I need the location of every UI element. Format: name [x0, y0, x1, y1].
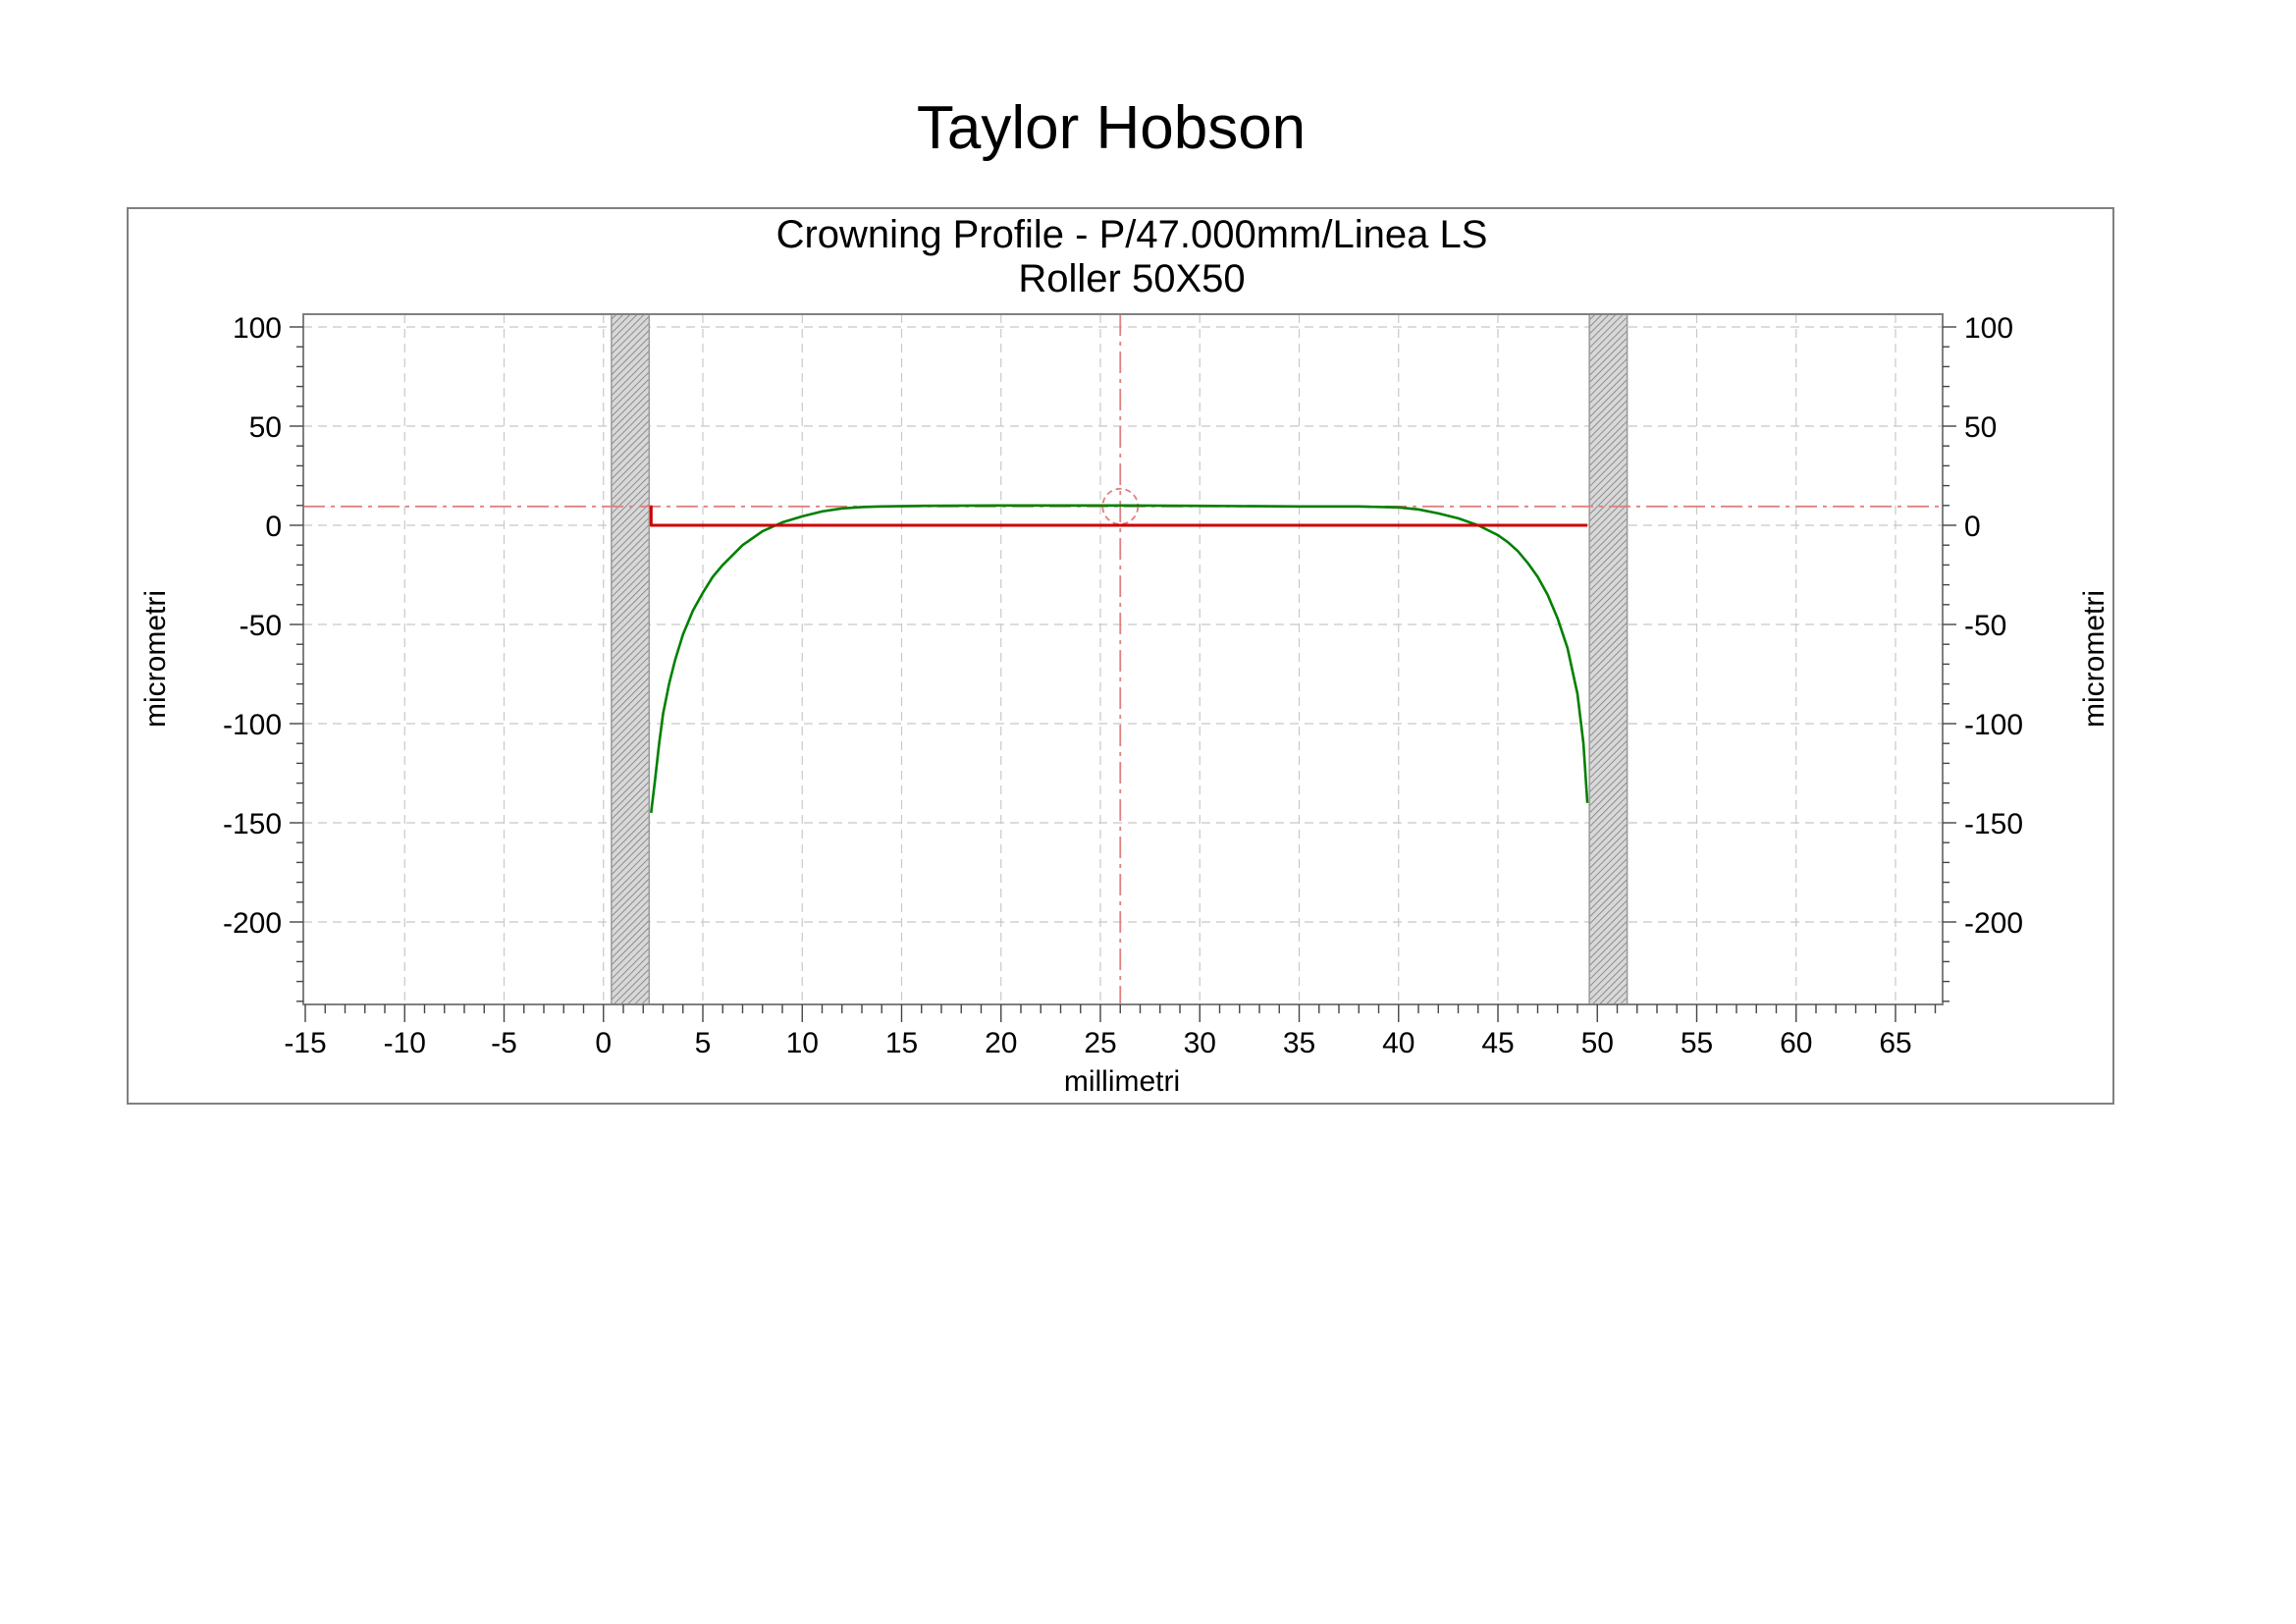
y-tick-label-right: -50 — [1964, 610, 2006, 642]
y-tick-label-left: 50 — [249, 411, 282, 444]
profile-line — [650, 504, 1589, 814]
x-tick-label: 35 — [1283, 1027, 1315, 1059]
x-tick-label: 50 — [1581, 1027, 1614, 1059]
y-axis-label-right: micrometri — [2078, 590, 2110, 728]
y-tick-label-right: 100 — [1964, 312, 2013, 345]
x-tick-label: 45 — [1481, 1027, 1514, 1059]
plot-area — [302, 313, 1944, 1005]
y-axis-label-left: micrometri — [139, 590, 172, 728]
x-axis-label: millimetri — [1064, 1065, 1180, 1098]
grid-lines — [303, 314, 1943, 1004]
x-tick-label: 65 — [1879, 1027, 1911, 1059]
x-tick-label: 5 — [695, 1027, 712, 1059]
y-axis-left: 100 50 0 -50 -100 -150 -200 — [223, 312, 303, 1002]
x-tick-label: 0 — [595, 1027, 612, 1059]
y-tick-label-right: -150 — [1964, 808, 2023, 840]
chart-title: Crowning Profile - P/47.000mm/Linea LS — [776, 213, 1488, 256]
y-tick-label-right: -200 — [1964, 907, 2023, 940]
x-tick-label: 20 — [985, 1027, 1017, 1059]
y-tick-label-left: 100 — [233, 312, 282, 345]
y-axis-right: 100 50 0 -50 -100 -150 -200 — [1943, 312, 2023, 1002]
reference-line — [649, 505, 1588, 527]
y-tick-label-left: 0 — [265, 511, 282, 543]
excluded-zone — [1588, 313, 1629, 1005]
x-axis: -15 -10 -5 0 5 10 15 20 25 30 35 40 45 50 55 60 65 — [284, 1004, 1937, 1059]
y-tick-label-right: 50 — [1964, 411, 1997, 444]
y-tick-label-left: -50 — [240, 610, 282, 642]
x-tick-label: 25 — [1084, 1027, 1116, 1059]
y-tick-label-left: -200 — [223, 907, 282, 940]
x-tick-label: -10 — [384, 1027, 426, 1059]
chart-subtitle: Roller 50X50 — [1018, 257, 1245, 300]
x-tick-label: 15 — [885, 1027, 918, 1059]
page-title: Taylor Hobson — [916, 94, 1307, 162]
x-tick-label: -15 — [284, 1027, 326, 1059]
x-tick-label: 30 — [1184, 1027, 1216, 1059]
y-tick-label-right: -100 — [1964, 709, 2023, 741]
excluded-zone — [611, 313, 651, 1005]
y-tick-label-left: -100 — [223, 709, 282, 741]
series-lines — [649, 504, 1589, 814]
chart-frame — [127, 207, 2114, 1105]
x-tick-label: 60 — [1780, 1027, 1812, 1059]
x-tick-label: 40 — [1382, 1027, 1415, 1059]
y-tick-label-right: 0 — [1964, 511, 1981, 543]
x-tick-label: 10 — [786, 1027, 819, 1059]
excluded-zones — [611, 313, 1629, 1005]
x-tick-label: 55 — [1681, 1027, 1713, 1059]
x-tick-label: -5 — [491, 1027, 517, 1059]
y-tick-label-left: -150 — [223, 808, 282, 840]
